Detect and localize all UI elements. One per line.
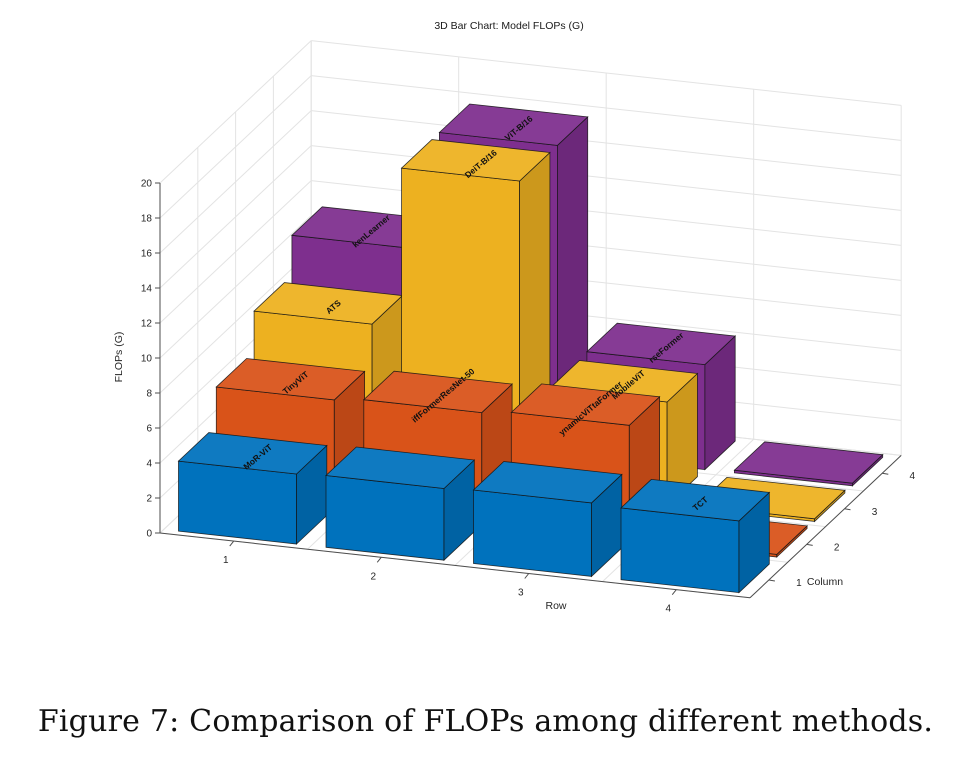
- y-tick-label: 4: [910, 471, 916, 482]
- z-axis-label: FLOPs (G): [113, 332, 125, 383]
- y-tick-label: 2: [834, 542, 840, 553]
- y-axis-line: [749, 455, 902, 599]
- z-tick-label: 8: [146, 389, 152, 400]
- chart-title: 3D Bar Chart: Model FLOPs (G): [434, 20, 583, 32]
- bars: [177, 103, 884, 594]
- bar-row3-col1: [472, 461, 623, 578]
- bar-top-face: [438, 103, 589, 146]
- x-axis-label: Row: [545, 600, 566, 612]
- bar-top-face: [325, 446, 476, 489]
- bar-top-face: [510, 383, 661, 426]
- z-tick-label: 14: [141, 284, 153, 295]
- z-tick-label: 2: [146, 494, 152, 505]
- bar-row2-col1: [325, 446, 476, 562]
- y-tick-label: 3: [872, 507, 878, 518]
- x-tick-label: 1: [223, 555, 229, 566]
- bar-top-face: [362, 370, 514, 414]
- x-tick-label: 3: [518, 588, 524, 599]
- x-tick-mark: [229, 540, 235, 547]
- bar-top-face: [177, 432, 328, 475]
- z-tick-label: 10: [141, 354, 153, 365]
- bar-row1-col1: [177, 432, 328, 545]
- z-tick-label: 4: [146, 459, 152, 470]
- bar-row4-col4: [733, 441, 884, 487]
- bar-top-face: [400, 139, 551, 182]
- bar-top-face: [215, 358, 366, 401]
- z-tick-label: 12: [141, 319, 153, 330]
- y-tick-label: 1: [796, 578, 802, 589]
- x-tick-label: 2: [370, 571, 376, 582]
- bar-front-face: [473, 489, 592, 577]
- y-tick-mark: [768, 579, 775, 582]
- bar-top-face: [585, 322, 737, 366]
- bar-top-face: [733, 441, 884, 484]
- y-axis-label: Column: [807, 576, 843, 588]
- x-tick-mark: [524, 573, 530, 579]
- y-tick-mark: [806, 543, 813, 546]
- y-tick-mark: [844, 508, 851, 511]
- z-tick-label: 18: [141, 214, 153, 225]
- bar-front-face: [178, 460, 297, 545]
- x-tick-mark: [671, 589, 677, 596]
- figure-caption: Figure 7: Comparison of FLOPs among diff…: [37, 704, 934, 739]
- z-tick-label: 16: [141, 249, 153, 260]
- x-tick-label: 4: [665, 604, 671, 615]
- x-axis-line: [159, 532, 751, 599]
- bar-front-face: [325, 475, 445, 561]
- z-tick-label: 20: [141, 179, 153, 190]
- bar-top-face: [472, 461, 623, 504]
- y-tick-mark: [882, 472, 889, 475]
- bar-top-face: [620, 478, 771, 522]
- x-tick-mark: [376, 556, 382, 563]
- z-tick-label: 6: [146, 424, 152, 435]
- bar-row4-col1: [620, 478, 771, 594]
- bar-front-face: [620, 507, 740, 594]
- z-tick-label: 0: [146, 529, 152, 540]
